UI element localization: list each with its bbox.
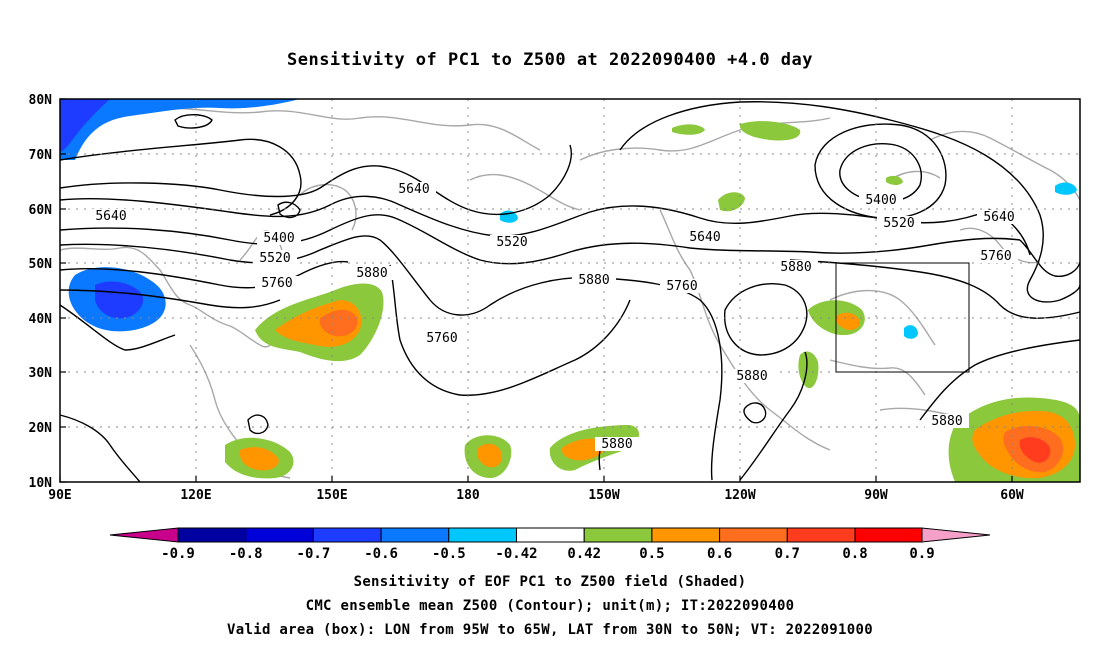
contour-label: 5400	[865, 193, 896, 208]
contour-label: 5880	[578, 273, 609, 288]
lat-label: 50N	[29, 257, 53, 272]
lat-label: 60N	[29, 203, 53, 218]
colorbar-tick-label: -0.9	[161, 546, 195, 562]
lat-label: 70N	[29, 148, 53, 163]
contour-label: 5880	[780, 260, 811, 275]
contour-label: 5640	[689, 230, 720, 245]
contour-label: 5400	[263, 231, 294, 246]
contour-label: 5760	[980, 249, 1011, 264]
colorbar-tick-label: -0.42	[495, 546, 537, 562]
colorbar-segment	[583, 527, 653, 543]
lon-label: 150W	[588, 488, 619, 503]
lon-label: 150E	[316, 488, 347, 503]
colorbar-segment	[516, 527, 585, 543]
contour-label: 5640	[983, 210, 1014, 225]
longitude-labels: 90E 120E 150E 180 150W 120W 90W 60W	[48, 488, 1024, 503]
latitude-labels: 80N 70N 60N 50N 40N 30N 20N 10N	[29, 93, 53, 491]
caption-contour: CMC ensemble mean Z500 (Contour); unit(m…	[305, 598, 795, 614]
contour-label: 5520	[496, 235, 527, 250]
lat-label: 80N	[29, 93, 53, 108]
colorbar-tick-label: 0.9	[909, 546, 934, 562]
colorbar-segment	[177, 527, 247, 543]
colorbar-tick-label: -0.8	[229, 546, 263, 562]
colorbar-tick-label: 0.8	[842, 546, 867, 562]
contour-labels: 5640 5400 5520 5760 5880 5640 5520 5880 …	[89, 182, 1021, 452]
colorbar-segment	[786, 527, 856, 543]
contour-label: 5880	[356, 266, 387, 281]
lat-label: 10N	[29, 476, 53, 491]
contour-label: 5520	[259, 251, 290, 266]
colorbar: -0.9 -0.8 -0.7 -0.6 -0.5 -0.42 0.42 0.5 …	[109, 527, 991, 562]
contour-label: 5880	[601, 437, 632, 452]
colorbar-left-triangle	[109, 527, 179, 543]
plot-frame	[59, 98, 1081, 483]
lon-label: 120E	[180, 488, 211, 503]
lon-label: 120W	[724, 488, 755, 503]
contour-label: 5640	[95, 209, 126, 224]
contour-label: 5760	[666, 279, 697, 294]
contour-label: 5880	[931, 414, 962, 429]
colorbar-right-triangle	[921, 527, 991, 543]
colorbar-segment	[245, 527, 314, 543]
map-title: Sensitivity of PC1 to Z500 at 2022090400…	[286, 50, 813, 70]
contour-label: 5640	[398, 182, 429, 197]
contour-label: 5760	[261, 276, 292, 291]
colorbar-tick-label: -0.7	[297, 546, 331, 562]
colorbar-segment	[312, 527, 382, 543]
lon-label: 180	[456, 488, 480, 503]
colorbar-segment	[854, 527, 923, 543]
contour-label: 5880	[736, 369, 767, 384]
axis-ticks	[59, 98, 1013, 483]
colorbar-segment	[719, 527, 788, 543]
lat-label: 40N	[29, 312, 53, 327]
colorbar-segment	[651, 527, 721, 543]
lat-label: 30N	[29, 366, 53, 381]
caption-shading: Sensitivity of EOF PC1 to Z500 field (Sh…	[353, 574, 747, 590]
lon-label: 60W	[1000, 488, 1024, 503]
lon-label: 90E	[48, 488, 71, 503]
caption-valid-area: Valid area (box): LON from 95W to 65W, L…	[227, 622, 873, 638]
colorbar-segment	[380, 527, 450, 543]
colorbar-tick-label: 0.42	[567, 546, 601, 562]
colorbar-tick-label: -0.5	[432, 546, 466, 562]
contour-label: 5520	[883, 216, 914, 231]
contour-label: 5760	[426, 331, 457, 346]
colorbar-tick-label: 0.6	[707, 546, 732, 562]
valid-area-box	[835, 262, 970, 373]
colorbar-tick-label: -0.6	[364, 546, 398, 562]
lon-label: 90W	[864, 488, 888, 503]
colorbar-tick-label: 0.7	[775, 546, 800, 562]
lat-label: 20N	[29, 421, 53, 436]
colorbar-segment	[448, 527, 517, 543]
colorbar-tick-label: 0.5	[639, 546, 664, 562]
